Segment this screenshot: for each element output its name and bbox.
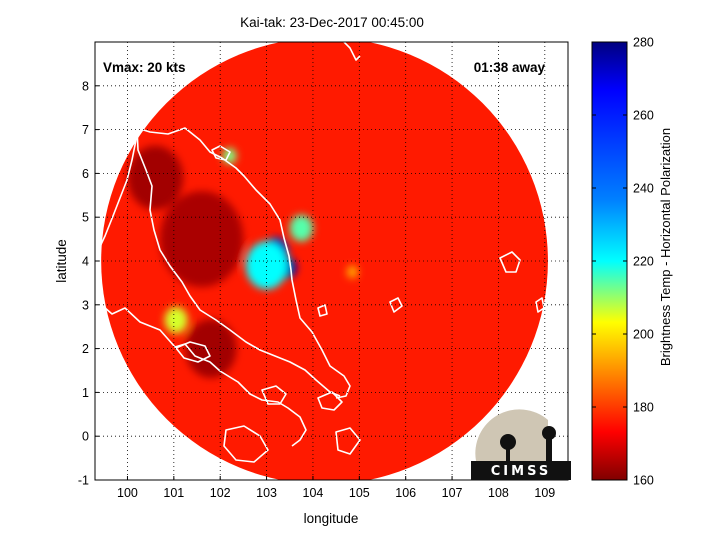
x-tick-label: 102: [210, 486, 231, 500]
x-tick-label: 105: [349, 486, 370, 500]
colorbar: [592, 42, 627, 480]
y-tick-label: 2: [82, 342, 89, 356]
logo-text: CIMSS: [491, 464, 551, 479]
x-tick-label: 107: [442, 486, 463, 500]
x-tick-label: 101: [163, 486, 184, 500]
y-tick-label: 1: [82, 386, 89, 400]
x-tick-label: 103: [256, 486, 277, 500]
y-tick-label: 6: [82, 167, 89, 181]
x-tick-label: 108: [488, 486, 509, 500]
colorbar-tick-label: 260: [633, 109, 654, 123]
logo-tower-tank: [542, 426, 556, 440]
y-tick-label: -1: [78, 474, 89, 488]
vmax-annotation: Vmax: 20 kts: [103, 60, 186, 75]
colorbar-tick-label: 200: [633, 328, 654, 342]
feature-10: [185, 319, 236, 378]
colorbar-tick-label: 240: [633, 182, 654, 196]
x-tick-label: 109: [534, 486, 555, 500]
x-axis-label: longitude: [304, 511, 359, 526]
feature-5: [223, 148, 237, 164]
colorbar-tick-label: 220: [633, 255, 654, 269]
colorbar-tick-label: 180: [633, 401, 654, 415]
feature-4: [290, 215, 313, 242]
x-tick-label: 106: [395, 486, 416, 500]
y-tick-label: 8: [82, 79, 89, 93]
logo-dish-stand: [506, 448, 510, 461]
y-tick-label: 4: [82, 255, 89, 269]
y-tick-label: 3: [82, 298, 89, 312]
logo-tower-leg: [546, 438, 552, 461]
colorbar-tick-label: 160: [633, 474, 654, 488]
feature-6: [165, 307, 188, 334]
colorbar-label: Brightness Temp - Horizontal Polarizatio…: [658, 128, 673, 366]
x-tick-label: 104: [303, 486, 324, 500]
feature-8: [160, 191, 243, 287]
y-axis-label: latitude: [54, 239, 69, 283]
chart-title: Kai-tak: 23-Dec-2017 00:45:00: [240, 15, 424, 30]
logo-dish: [500, 434, 516, 450]
y-tick-label: 7: [82, 123, 89, 137]
feature-7: [347, 266, 358, 279]
x-tick-label: 100: [117, 486, 138, 500]
y-tick-label: 5: [82, 211, 89, 225]
colorbar-tick-label: 280: [633, 36, 654, 50]
y-tick-label: 0: [82, 430, 89, 444]
time-away-annotation: 01:38 away: [474, 60, 546, 75]
feature-9: [127, 146, 183, 210]
